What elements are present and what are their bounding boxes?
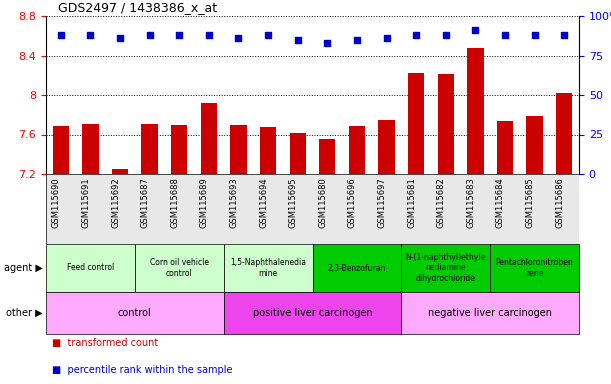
Point xyxy=(530,32,540,38)
Text: GSM115682: GSM115682 xyxy=(437,177,446,228)
Bar xyxy=(230,125,247,174)
Point xyxy=(263,32,273,38)
Bar xyxy=(497,121,513,174)
Text: 2,3-Benzofuran: 2,3-Benzofuran xyxy=(327,263,386,273)
Text: GDS2497 / 1438386_x_at: GDS2497 / 1438386_x_at xyxy=(58,1,218,14)
Text: ■  percentile rank within the sample: ■ percentile rank within the sample xyxy=(52,365,233,375)
Point xyxy=(323,40,332,46)
Point xyxy=(56,32,66,38)
Text: GSM115684: GSM115684 xyxy=(496,177,505,228)
Text: GSM115696: GSM115696 xyxy=(348,177,357,228)
Bar xyxy=(467,48,483,174)
Bar xyxy=(53,126,69,174)
Text: GSM115690: GSM115690 xyxy=(52,177,61,228)
Point xyxy=(293,36,302,43)
Text: GSM115691: GSM115691 xyxy=(81,177,90,228)
Text: Feed control: Feed control xyxy=(67,263,114,273)
FancyBboxPatch shape xyxy=(401,244,490,292)
Bar xyxy=(290,132,306,174)
Point xyxy=(115,35,125,41)
Text: control: control xyxy=(118,308,152,318)
Text: N-(1-naphthyl)ethyle
nediamine
dihydrochloride: N-(1-naphthyl)ethyle nediamine dihydroch… xyxy=(406,253,486,283)
Text: GSM115689: GSM115689 xyxy=(200,177,209,228)
Bar xyxy=(527,116,543,174)
Text: Pentachloronitroben
zene: Pentachloronitroben zene xyxy=(496,258,574,278)
FancyBboxPatch shape xyxy=(312,244,401,292)
Bar xyxy=(171,125,188,174)
Point xyxy=(352,36,362,43)
Bar xyxy=(142,124,158,174)
FancyBboxPatch shape xyxy=(135,244,224,292)
Text: GSM115693: GSM115693 xyxy=(230,177,238,228)
Text: negative liver carcinogen: negative liver carcinogen xyxy=(428,308,552,318)
Bar xyxy=(556,93,573,174)
FancyBboxPatch shape xyxy=(224,244,312,292)
Text: GSM115688: GSM115688 xyxy=(170,177,179,228)
Bar xyxy=(349,126,365,174)
Point xyxy=(411,32,421,38)
Text: GSM115683: GSM115683 xyxy=(466,177,475,228)
FancyBboxPatch shape xyxy=(46,174,579,244)
Point xyxy=(233,35,243,41)
Text: GSM115686: GSM115686 xyxy=(555,177,564,228)
FancyBboxPatch shape xyxy=(401,292,579,334)
FancyBboxPatch shape xyxy=(490,244,579,292)
Bar xyxy=(437,74,454,174)
Bar xyxy=(260,127,276,174)
Point xyxy=(145,32,155,38)
Text: 1,5-Naphthalenedia
mine: 1,5-Naphthalenedia mine xyxy=(230,258,306,278)
Point xyxy=(86,32,95,38)
Point xyxy=(174,32,184,38)
FancyBboxPatch shape xyxy=(46,244,135,292)
Text: GSM115697: GSM115697 xyxy=(378,177,387,228)
Bar xyxy=(112,169,128,174)
Point xyxy=(204,32,214,38)
Point xyxy=(441,32,451,38)
Text: GSM115685: GSM115685 xyxy=(525,177,535,228)
Text: GSM115692: GSM115692 xyxy=(111,177,120,228)
Text: other ▶: other ▶ xyxy=(6,308,43,318)
Text: agent ▶: agent ▶ xyxy=(4,263,43,273)
Text: positive liver carcinogen: positive liver carcinogen xyxy=(253,308,372,318)
Bar xyxy=(82,124,98,174)
Point xyxy=(559,32,569,38)
Text: GSM115681: GSM115681 xyxy=(407,177,416,228)
Point xyxy=(470,27,480,33)
Bar xyxy=(408,73,424,174)
Text: GSM115694: GSM115694 xyxy=(259,177,268,228)
Point xyxy=(382,35,392,41)
Text: GSM115687: GSM115687 xyxy=(141,177,150,228)
Text: Corn oil vehicle
control: Corn oil vehicle control xyxy=(150,258,209,278)
Text: ■  transformed count: ■ transformed count xyxy=(52,338,158,348)
Bar xyxy=(201,103,217,174)
Bar xyxy=(378,120,395,174)
Point xyxy=(500,32,510,38)
Bar xyxy=(319,139,335,174)
Text: GSM115680: GSM115680 xyxy=(318,177,327,228)
FancyBboxPatch shape xyxy=(46,292,224,334)
FancyBboxPatch shape xyxy=(224,292,401,334)
Text: GSM115695: GSM115695 xyxy=(288,177,298,228)
